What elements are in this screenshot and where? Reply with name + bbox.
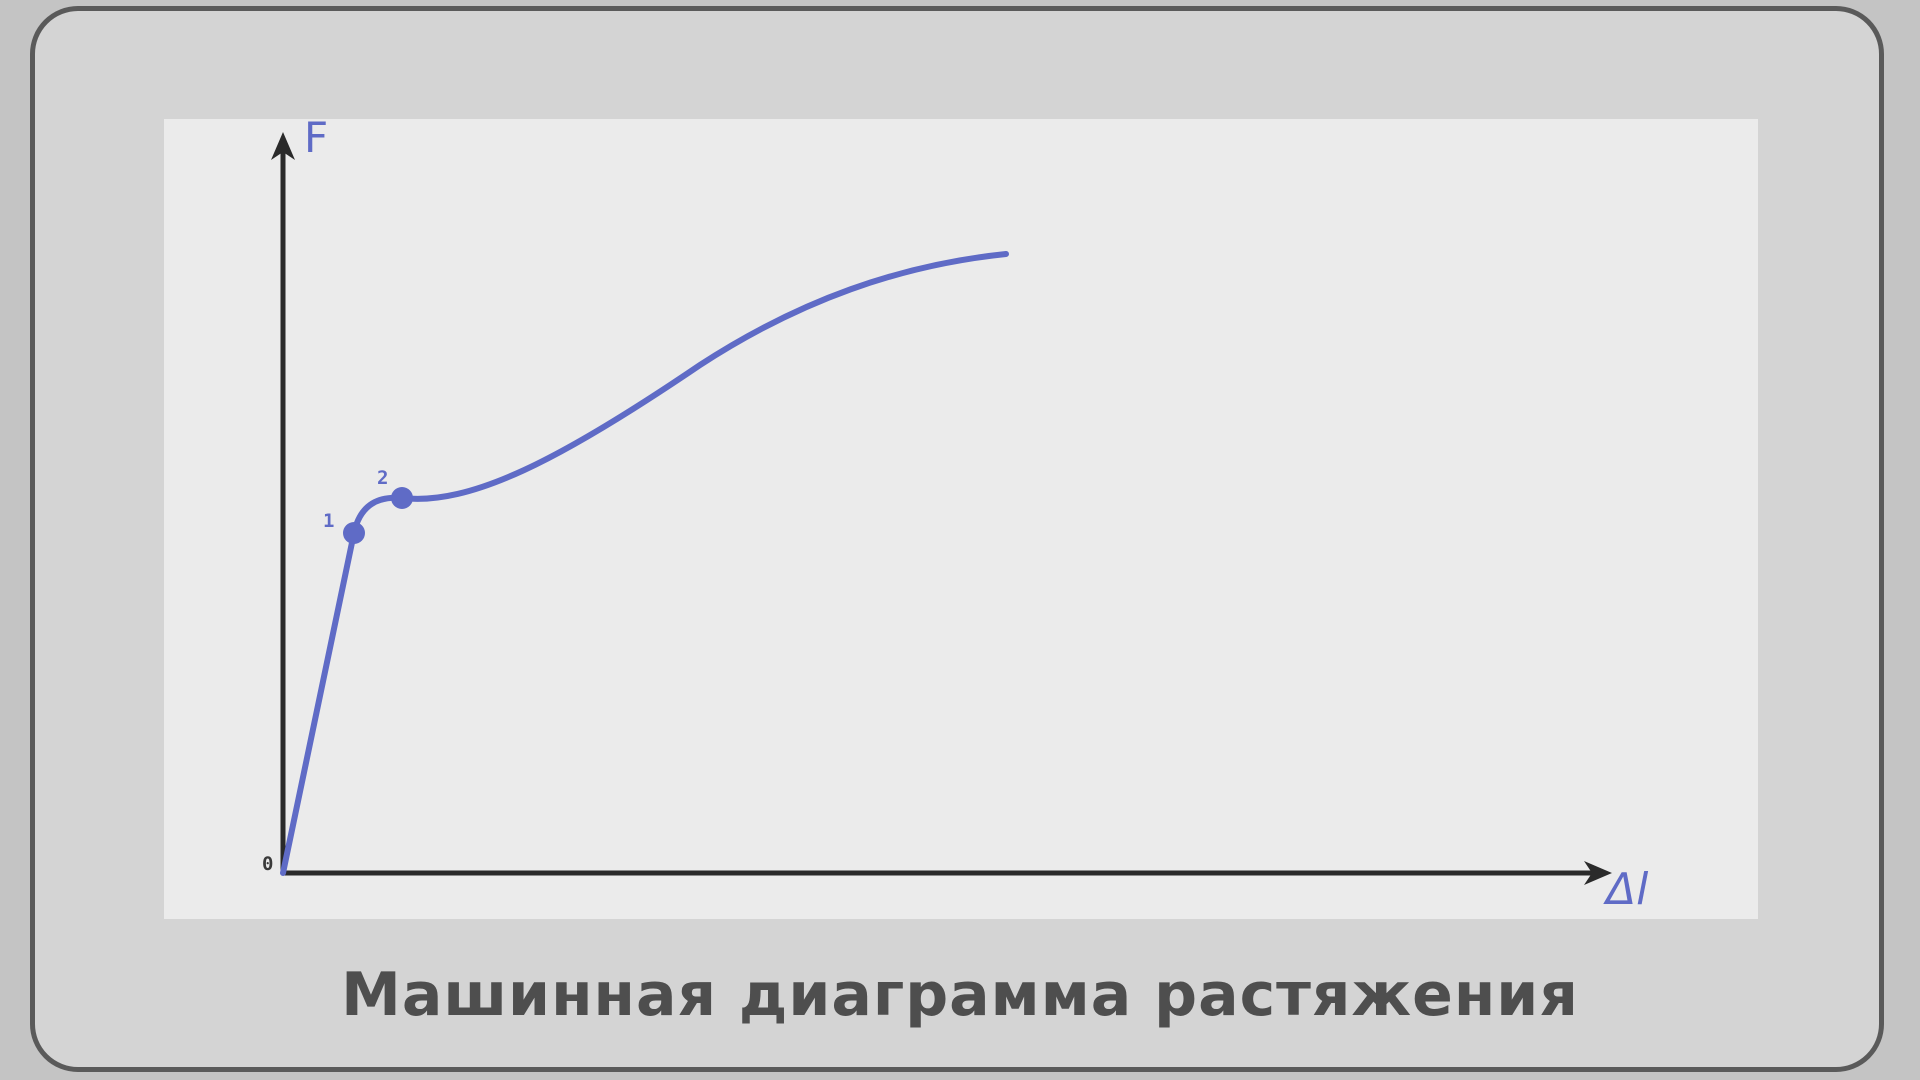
diagram-title: Машинная диаграмма растяжения	[341, 960, 1579, 1030]
x-axis-arrow-icon	[1584, 861, 1612, 885]
y-axis-label: F	[304, 113, 328, 162]
y-axis-arrow-icon	[271, 132, 295, 160]
point-2-label: 2	[377, 467, 388, 489]
point-2-marker	[391, 487, 413, 509]
x-axis-label: Δl	[1603, 864, 1649, 915]
diagram-panel	[164, 119, 1758, 919]
point-1-label: 1	[323, 510, 334, 532]
point-1-marker	[343, 522, 365, 544]
tension-curve	[280, 251, 1009, 876]
origin-label: 0	[262, 853, 273, 875]
